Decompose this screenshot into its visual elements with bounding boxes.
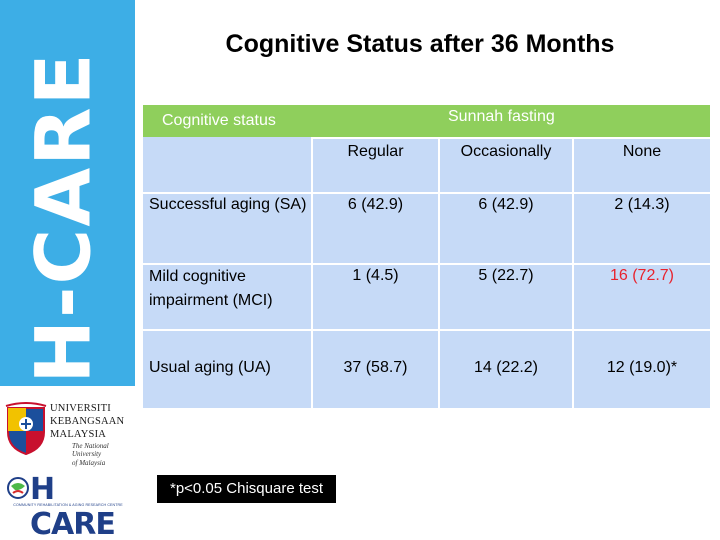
logo-panel: UNIVERSITI KEBANGSAAN MALAYSIA The Natio… (0, 386, 135, 540)
column-divider (438, 137, 440, 408)
column-header-none: None (622, 143, 662, 160)
column-header-occasionally: Occasionally (460, 143, 552, 160)
vertical-brand-text: H-CARE (18, 50, 108, 384)
table-cell: 2 (14.3) (614, 196, 670, 213)
hcare-subtitle: COMMUNITY REHABILITATION & AGING RESEARC… (13, 503, 123, 507)
ukm-name: UNIVERSITI KEBANGSAAN MALAYSIA The Natio… (50, 403, 125, 467)
row-label-ua: Usual aging (UA) (149, 359, 271, 376)
slide-title: Cognitive Status after 36 Months (225, 30, 615, 58)
footnote: *p<0.05 Chisquare test (157, 475, 336, 503)
hcare-logo-text: H CARE (30, 472, 116, 540)
row-header-label: Cognitive status (162, 112, 276, 129)
globe-icon (7, 477, 29, 499)
column-divider (311, 137, 313, 408)
row-label-mci: Mild cognitive impairment (MCI) (149, 268, 273, 309)
column-header-regular: Regular (347, 143, 404, 160)
group-header-cell: Sunnah fasting (313, 105, 710, 137)
table-cell: 6 (42.9) (478, 196, 534, 213)
row-header-cell: Cognitive status (143, 105, 313, 137)
cognitive-status-table: Cognitive status Sunnah fasting Regular … (143, 105, 710, 408)
row-divider (143, 192, 710, 194)
table-cell: 6 (42.9) (347, 196, 404, 213)
row-divider (143, 329, 710, 331)
hcare-logo: H CARE (2, 472, 134, 540)
table-cell: 37 (58.7) (343, 359, 408, 376)
row-label-sa: Successful aging (SA) (149, 196, 307, 213)
table-cell: 14 (22.2) (473, 359, 539, 376)
row-divider (143, 263, 710, 265)
table-cell: 5 (22.7) (478, 267, 534, 284)
group-header-label: Sunnah fasting (448, 108, 555, 125)
table-cell: 12 (19.0)* (606, 359, 678, 376)
table-cell-highlight: 16 (72.7) (609, 267, 675, 284)
ukm-crest-icon (5, 402, 47, 456)
table-cell: 1 (4.5) (352, 267, 399, 284)
header-divider (313, 137, 710, 139)
column-divider (572, 137, 574, 408)
